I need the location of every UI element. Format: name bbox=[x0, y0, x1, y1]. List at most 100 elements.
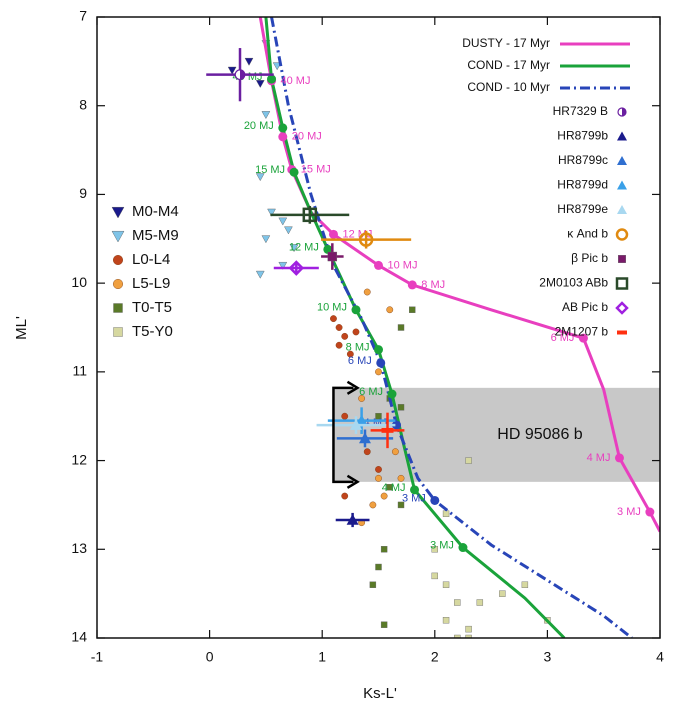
marker bbox=[431, 546, 438, 553]
marker bbox=[302, 207, 318, 223]
legend-label: HR7329 B bbox=[553, 104, 608, 118]
marker bbox=[289, 244, 299, 253]
marker bbox=[465, 634, 472, 638]
marker bbox=[363, 288, 371, 296]
marker bbox=[499, 590, 506, 597]
marker bbox=[622, 108, 626, 116]
mass-label: 6 MJ bbox=[359, 386, 383, 398]
mass-dot bbox=[387, 389, 397, 399]
legend-label: L5-L9 bbox=[132, 275, 170, 292]
mass-dot bbox=[410, 485, 420, 495]
x-tick-label: 0 bbox=[206, 649, 214, 665]
legend-label: κ And b bbox=[567, 227, 608, 241]
marker bbox=[111, 207, 125, 219]
mass-dot bbox=[614, 453, 624, 463]
legend-label: HR8799d bbox=[557, 178, 608, 192]
marker bbox=[330, 315, 337, 323]
y-axis-label: ML' bbox=[13, 316, 30, 340]
y-tick-label: 12 bbox=[71, 451, 87, 467]
marker bbox=[358, 232, 374, 247]
legend-label: β Pic b bbox=[571, 251, 608, 265]
mass-dot bbox=[407, 280, 417, 290]
marker bbox=[397, 474, 405, 482]
model-curve bbox=[258, 17, 660, 533]
mass-label: 20 MJ bbox=[292, 131, 322, 143]
marker bbox=[111, 231, 125, 243]
marker bbox=[375, 563, 382, 571]
mass-label: 12 MJ bbox=[289, 241, 319, 253]
plot-frame bbox=[96, 16, 661, 639]
mass-dot bbox=[392, 420, 402, 430]
marker bbox=[391, 448, 399, 456]
legend-label: M0-M4 bbox=[132, 203, 179, 220]
y-tick-label: 14 bbox=[71, 629, 87, 645]
legend-label: 2M1207 b bbox=[555, 325, 609, 339]
marker bbox=[112, 279, 123, 290]
marker bbox=[397, 501, 405, 509]
mass-label: 4 MJ bbox=[587, 452, 611, 464]
mass-label: 3 MJ bbox=[402, 492, 426, 504]
mass-dot bbox=[430, 495, 440, 505]
marker bbox=[113, 303, 123, 313]
band-label: HD 95086 b bbox=[497, 426, 582, 443]
marker bbox=[615, 301, 629, 315]
marker bbox=[352, 328, 360, 336]
marker bbox=[327, 251, 338, 262]
marker bbox=[244, 57, 254, 66]
marker bbox=[386, 306, 394, 314]
marker bbox=[112, 254, 123, 265]
mass-dot bbox=[374, 260, 383, 270]
marker bbox=[113, 327, 123, 337]
legend-label: L0-L4 bbox=[132, 251, 170, 268]
mass-label: 15 MJ bbox=[301, 163, 331, 175]
marker bbox=[341, 412, 349, 420]
model-curve bbox=[264, 17, 566, 638]
mass-label: 3 MJ bbox=[617, 506, 641, 518]
marker bbox=[255, 270, 265, 279]
mass-label: 10 MJ bbox=[388, 259, 418, 271]
legend-label: HR8799b bbox=[557, 129, 608, 143]
marker bbox=[617, 330, 627, 335]
marker bbox=[255, 173, 265, 182]
marker bbox=[617, 180, 627, 190]
legend-label: COND - 17 Myr bbox=[467, 58, 550, 72]
marker bbox=[267, 208, 276, 217]
marker bbox=[397, 324, 405, 331]
legend-label: 2M0103 ABb bbox=[539, 276, 608, 290]
marker bbox=[369, 501, 377, 509]
y-tick-label: 8 bbox=[79, 96, 87, 112]
marker bbox=[375, 413, 382, 420]
marker bbox=[261, 111, 271, 119]
mass-dot bbox=[289, 167, 299, 177]
marker bbox=[380, 546, 388, 553]
marker bbox=[227, 66, 237, 75]
x-tick-label: 1 bbox=[318, 649, 326, 665]
marker bbox=[465, 625, 472, 633]
marker bbox=[369, 581, 377, 588]
mass-dot bbox=[278, 132, 288, 142]
mass-dot bbox=[645, 507, 655, 517]
marker bbox=[431, 572, 438, 580]
marker bbox=[341, 332, 349, 340]
marker bbox=[335, 341, 343, 349]
legend-label: AB Pic b bbox=[562, 300, 608, 314]
marker bbox=[375, 474, 382, 482]
marker bbox=[615, 277, 629, 290]
x-tick-label: -1 bbox=[91, 649, 104, 665]
y-tick-label: 9 bbox=[79, 185, 87, 201]
legend-label: HR8799c bbox=[558, 153, 608, 167]
x-axis-label: Ks-L' bbox=[363, 685, 397, 702]
legend-label: COND - 10 Myr bbox=[467, 80, 550, 94]
mass-label: 15 MJ bbox=[255, 164, 285, 176]
mass-dot bbox=[374, 345, 383, 355]
y-tick-label: 11 bbox=[72, 363, 87, 379]
legend-label: T0-T5 bbox=[132, 299, 172, 316]
marker bbox=[255, 80, 265, 88]
marker bbox=[476, 599, 484, 606]
marker bbox=[465, 457, 472, 464]
marker bbox=[355, 414, 368, 426]
mass-label: 6 MJ bbox=[551, 332, 575, 344]
marker bbox=[617, 156, 627, 165]
